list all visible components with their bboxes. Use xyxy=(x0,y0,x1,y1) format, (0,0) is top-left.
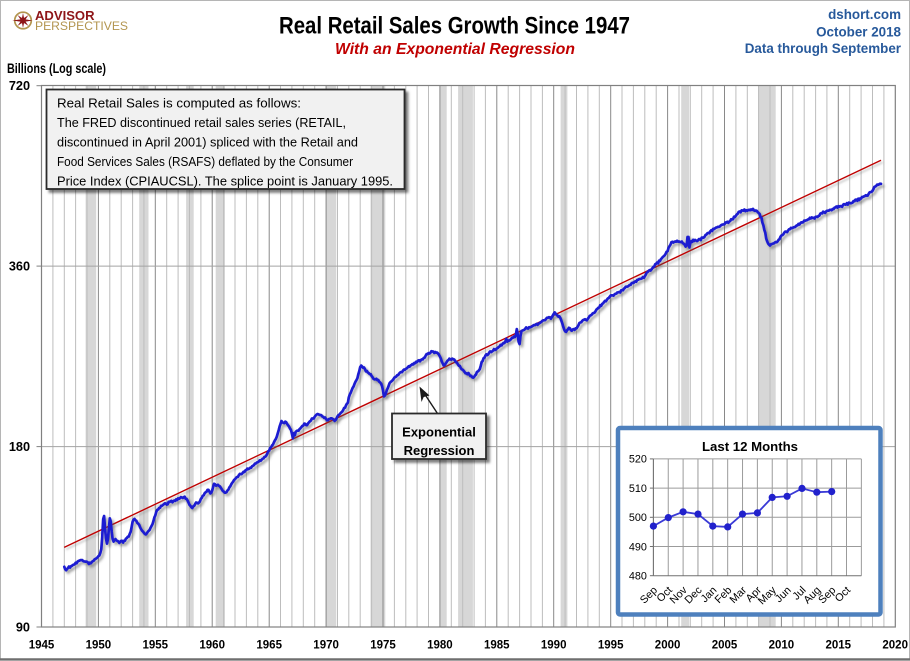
svg-text:1985: 1985 xyxy=(484,640,510,652)
svg-text:720: 720 xyxy=(9,79,30,93)
svg-text:1945: 1945 xyxy=(29,640,55,652)
svg-text:180: 180 xyxy=(9,440,30,454)
svg-text:Billions (Log scale): Billions (Log scale) xyxy=(7,61,106,76)
svg-text:Exponential: Exponential xyxy=(402,425,476,440)
svg-text:Price Index (CPIAUCSL). The sp: Price Index (CPIAUCSL). The splice point… xyxy=(57,173,393,188)
svg-text:520: 520 xyxy=(629,454,647,466)
svg-text:1995: 1995 xyxy=(598,640,624,652)
svg-text:510: 510 xyxy=(629,483,647,495)
svg-text:2020: 2020 xyxy=(882,640,908,652)
svg-text:1970: 1970 xyxy=(313,640,339,652)
svg-text:Regression: Regression xyxy=(404,443,475,458)
svg-text:2010: 2010 xyxy=(769,640,795,652)
svg-text:1975: 1975 xyxy=(370,640,396,652)
svg-text:The FRED discontinued retail: The FRED discontinued retail sales serie… xyxy=(57,115,346,130)
svg-text:360: 360 xyxy=(9,260,30,274)
svg-text:Food Services Sales (RSAFS) de: Food Services Sales (RSAFS) deflated by … xyxy=(57,154,354,169)
svg-text:dshort.com: dshort.com xyxy=(828,7,901,22)
svg-text:2000: 2000 xyxy=(655,640,681,652)
svg-text:1955: 1955 xyxy=(143,640,169,652)
svg-text:1960: 1960 xyxy=(199,640,225,652)
svg-text:1990: 1990 xyxy=(541,640,567,652)
svg-text:2015: 2015 xyxy=(826,640,852,652)
svg-text:ADVISOR: ADVISOR xyxy=(35,9,95,23)
svg-text:1980: 1980 xyxy=(427,640,453,652)
svg-text:500: 500 xyxy=(629,512,647,524)
svg-text:1965: 1965 xyxy=(256,640,282,652)
svg-text:1950: 1950 xyxy=(86,640,112,652)
svg-text:PERSPECTIVES: PERSPECTIVES xyxy=(35,20,128,33)
svg-text:discontinued in April 2001) s: discontinued in April 2001) spliced with… xyxy=(57,135,358,150)
svg-text:2005: 2005 xyxy=(712,640,738,652)
svg-text:Real Retail Sales is computed: Real Retail Sales is computed as follows… xyxy=(57,96,301,111)
svg-text:90: 90 xyxy=(16,620,30,634)
svg-text:Last 12 Months: Last 12 Months xyxy=(702,439,798,454)
svg-text:490: 490 xyxy=(629,541,647,553)
svg-text:Data through September: Data through September xyxy=(745,41,902,56)
svg-text:With an Exponential Regression: With an Exponential Regression xyxy=(335,41,575,58)
svg-text:480: 480 xyxy=(629,571,647,583)
svg-text:Real Retail Sales Growth Since: Real Retail Sales Growth Since 1947 xyxy=(279,13,630,40)
svg-text:October 2018: October 2018 xyxy=(816,25,901,40)
